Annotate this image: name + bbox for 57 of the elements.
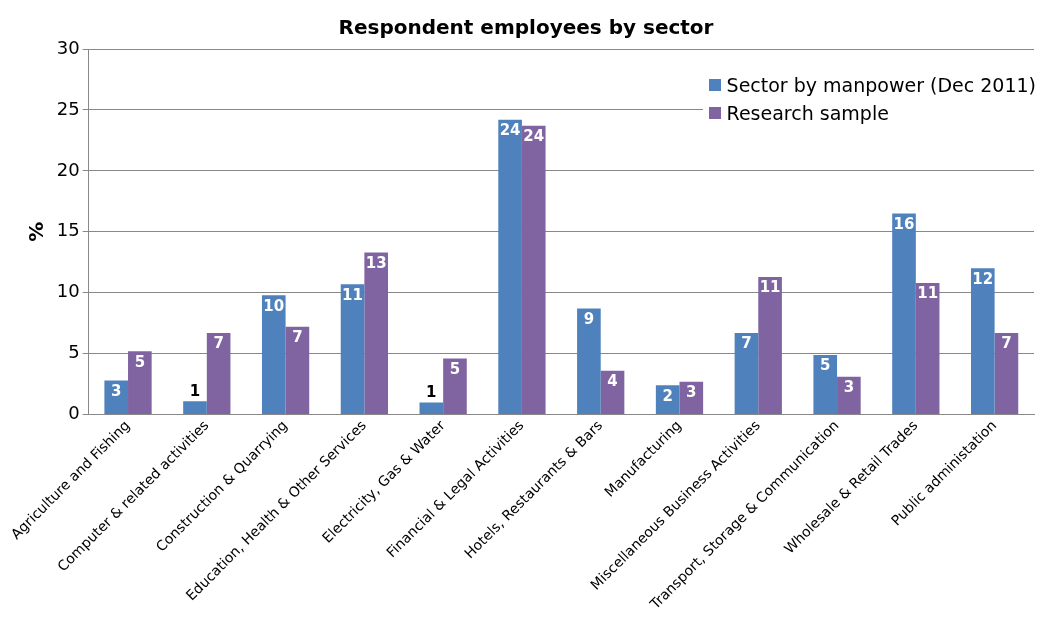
- y-tick-label: 0: [68, 402, 80, 424]
- data-label: 24: [499, 121, 521, 140]
- bar: [443, 358, 467, 415]
- data-label: 4: [607, 372, 618, 391]
- data-label: 3: [686, 383, 697, 402]
- bar: [285, 326, 310, 415]
- bar: [577, 308, 601, 415]
- data-label: 1: [426, 382, 437, 401]
- bar: [970, 268, 995, 415]
- legend-label: Research sample: [726, 102, 889, 124]
- bar: [892, 213, 916, 415]
- bar: [734, 332, 759, 415]
- bar: [104, 380, 129, 415]
- data-label: 7: [213, 334, 224, 353]
- data-label: 10: [263, 296, 285, 315]
- bar: [994, 332, 1019, 415]
- data-label: 3: [110, 381, 122, 400]
- bar: [837, 376, 861, 415]
- data-label: 1: [189, 381, 201, 400]
- bar: [128, 351, 152, 415]
- data-label: 7: [741, 334, 752, 353]
- data-label: 5: [449, 359, 461, 378]
- bar: [813, 354, 838, 415]
- bar: [419, 402, 444, 415]
- bar: [498, 119, 522, 415]
- y-tick-label: 30: [56, 36, 80, 58]
- data-label: 16: [893, 214, 915, 233]
- bar: [261, 295, 286, 415]
- y-tick-label: 15: [56, 219, 80, 241]
- bar: [915, 282, 940, 415]
- bar: [183, 401, 207, 415]
- y-axis-title: %: [23, 221, 48, 242]
- bar: [364, 252, 388, 415]
- y-tick-label: 5: [68, 341, 80, 363]
- bar: [521, 125, 546, 415]
- data-label: 3: [843, 378, 855, 397]
- data-label: 7: [1001, 334, 1012, 353]
- y-tick-label: 20: [56, 158, 80, 180]
- chart-title: Respondent employees by sector: [338, 15, 714, 40]
- y-tick-label: 10: [56, 280, 80, 302]
- legend-label: Sector by manpower (Dec 2011): [726, 74, 1036, 96]
- bar: [758, 276, 782, 415]
- data-label: 13: [365, 253, 387, 272]
- data-label: 5: [134, 352, 146, 371]
- data-label: 11: [759, 278, 781, 297]
- data-label: 2: [662, 386, 673, 405]
- data-label: 9: [583, 309, 595, 328]
- bar: [206, 332, 231, 415]
- bar: [679, 381, 704, 415]
- data-label: 11: [917, 284, 939, 303]
- y-tick-label: 25: [56, 97, 80, 119]
- data-label: 12: [972, 269, 994, 288]
- data-label: 5: [820, 356, 831, 375]
- data-label: 7: [292, 328, 303, 347]
- data-label: 11: [342, 285, 363, 304]
- data-label: 24: [523, 127, 545, 146]
- bar: [340, 284, 365, 415]
